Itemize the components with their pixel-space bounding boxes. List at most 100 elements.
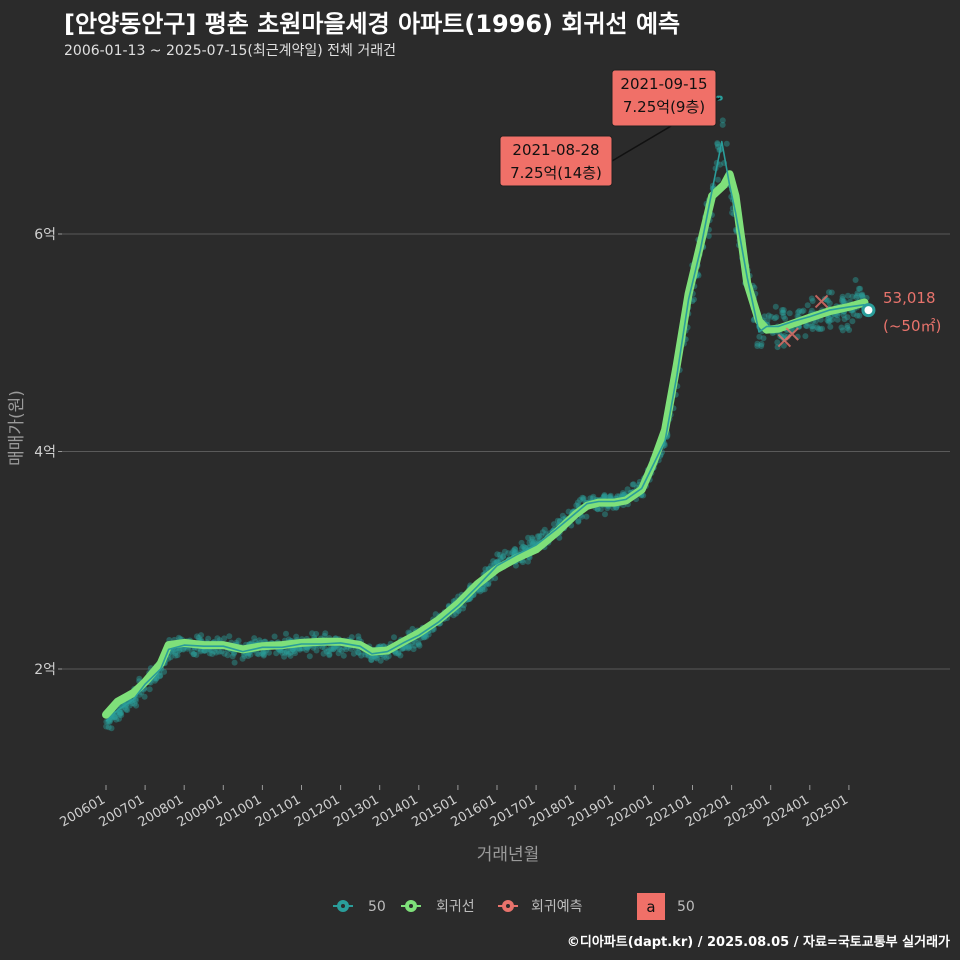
- scatter-point: [859, 291, 866, 298]
- scatter-point: [372, 654, 379, 661]
- scatter-point: [260, 652, 267, 659]
- scatter-point: [156, 673, 163, 680]
- scatter-point: [559, 512, 566, 519]
- scatter-point: [391, 634, 397, 641]
- scatter-point: [815, 325, 822, 332]
- scatter-point: [780, 309, 787, 316]
- scatter-point: [575, 517, 582, 524]
- scatter-point: [859, 293, 865, 299]
- x-axis-title: 거래년월: [477, 845, 540, 865]
- last-point-area: (~50㎡): [883, 317, 941, 335]
- scatter-point: [761, 313, 768, 320]
- annotation-date: 2021-08-28: [512, 141, 599, 159]
- scatter-point: [525, 558, 531, 565]
- series-50-line: [105, 140, 865, 722]
- prediction-mark: [814, 294, 829, 309]
- scatter-point: [539, 529, 546, 536]
- scatter-point: [103, 723, 110, 730]
- scatter-point: [782, 315, 789, 322]
- scatter-point: [266, 649, 272, 656]
- scatter-point: [245, 653, 252, 659]
- scatter-point: [231, 659, 238, 666]
- scatter-point: [780, 307, 787, 313]
- scatter-point: [765, 312, 772, 319]
- scatter-point: [849, 318, 856, 325]
- scatter-point: [541, 526, 548, 533]
- scatter-point: [798, 308, 805, 315]
- scatter-point: [840, 312, 847, 319]
- scatter-point: [510, 548, 517, 554]
- scatter-point: [594, 506, 601, 513]
- legend-symbol-center: [409, 904, 413, 908]
- scatter-point: [420, 634, 427, 641]
- scatter-point: [285, 650, 292, 657]
- scatter-point: [781, 332, 788, 339]
- scatter-point: [321, 632, 328, 639]
- scatter-point: [839, 327, 846, 334]
- chart-subtitle: 2006-01-13 ~ 2025-07-15(최근계약일) 전체 거래건: [64, 43, 396, 59]
- scatter-point: [800, 307, 807, 314]
- scatter-point: [198, 632, 205, 639]
- scatter-point: [840, 298, 847, 305]
- scatter-point: [335, 644, 342, 651]
- series-lines: [102, 140, 869, 722]
- legend-symbol-center: [341, 904, 345, 908]
- y-tick-label: 2억: [34, 662, 56, 678]
- scatter-point: [423, 633, 430, 640]
- scatter-point: [193, 651, 200, 658]
- scatter-point: [291, 648, 298, 655]
- scatter-point: [839, 296, 846, 302]
- scatter-point: [525, 534, 532, 541]
- scatter-point: [251, 635, 258, 642]
- scatter-point: [839, 293, 846, 300]
- scatter-point: [221, 635, 228, 642]
- scatter-point: [211, 648, 218, 655]
- scatter-point: [809, 323, 816, 330]
- scatter-point: [580, 495, 587, 502]
- scatter-point: [834, 316, 841, 323]
- scatter-point: [597, 506, 604, 513]
- scatter-point: [136, 675, 143, 682]
- scatter-point: [772, 303, 779, 310]
- scatter-point: [338, 647, 345, 654]
- scatter-point: [829, 316, 836, 323]
- scatter-point: [271, 633, 278, 640]
- scatter-point: [117, 709, 124, 716]
- scatter-point: [358, 652, 365, 659]
- scatter-point: [856, 285, 862, 292]
- scatter-point: [809, 326, 816, 332]
- legend-size-symbol: a: [646, 898, 655, 916]
- scatter-point: [528, 538, 535, 545]
- scatter-point: [425, 631, 432, 638]
- scatter-point: [108, 725, 115, 732]
- scatter-point: [377, 657, 384, 664]
- scatter-point: [113, 716, 120, 723]
- scatter-point: [167, 654, 174, 661]
- scatter-point: [629, 481, 636, 488]
- scatter-point: [313, 647, 320, 654]
- scatter-point: [619, 491, 626, 498]
- scatter-point: [852, 277, 859, 283]
- scatter-point: [406, 643, 413, 649]
- scatter-point: [500, 554, 506, 560]
- scatter-point: [490, 558, 497, 565]
- scatter-point: [826, 318, 833, 324]
- scatter-point: [715, 143, 721, 150]
- scatter-point: [296, 646, 303, 653]
- scatter-point: [780, 342, 787, 349]
- scatter-point: [764, 317, 771, 324]
- scatter-point: [239, 655, 246, 662]
- scatter-point: [153, 674, 160, 681]
- last-point-value: 53,018: [883, 289, 936, 307]
- y-axis-title: 매매가(원): [7, 390, 27, 466]
- scatter-point: [322, 630, 329, 637]
- scatter-point: [771, 315, 778, 322]
- scatter-point: [176, 646, 183, 653]
- scatter-point: [209, 651, 216, 657]
- scatter-point: [292, 650, 299, 657]
- scatter-point: [786, 310, 793, 317]
- scatter-point: [116, 711, 123, 718]
- scatter-point: [411, 642, 418, 649]
- scatter-point: [494, 558, 501, 565]
- scatter-point: [303, 647, 310, 653]
